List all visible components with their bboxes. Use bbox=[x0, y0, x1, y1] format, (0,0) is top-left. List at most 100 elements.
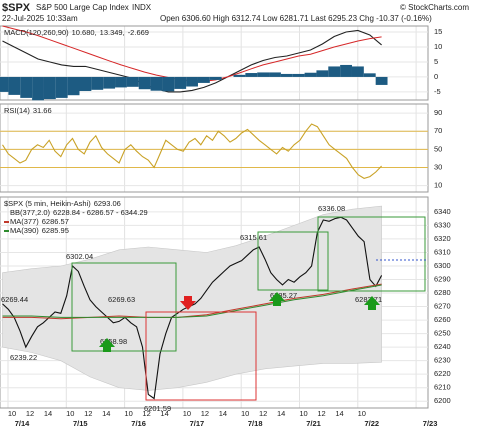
y-tick-label: 6330 bbox=[434, 220, 451, 229]
histogram-bar bbox=[363, 73, 376, 77]
price-annotation: 6269.44 bbox=[1, 295, 28, 304]
y-tick-label: 6240 bbox=[434, 342, 451, 351]
y-tick-label: 5 bbox=[434, 57, 438, 66]
histogram-bar bbox=[0, 76, 9, 92]
histogram-bar bbox=[375, 76, 388, 85]
x-date-label: 7/23 bbox=[423, 419, 438, 428]
histogram-bar bbox=[8, 76, 21, 95]
legend-value: 6285.95 bbox=[42, 226, 69, 235]
panel-frame bbox=[0, 25, 429, 101]
histogram-bar bbox=[233, 74, 246, 77]
annotation-shapes bbox=[71, 216, 428, 401]
histogram-bar bbox=[186, 76, 198, 87]
series-line bbox=[2, 29, 382, 93]
histogram-bar bbox=[304, 72, 317, 77]
price-annotation: 6258.98 bbox=[100, 337, 127, 346]
x-date-label: 7/15 bbox=[73, 419, 88, 428]
series-line bbox=[2, 283, 382, 320]
x-date-label: 7/16 bbox=[131, 419, 146, 428]
x-tick-label: 12 bbox=[317, 409, 325, 418]
histogram-bar bbox=[269, 72, 281, 77]
legend-label: MA(377) bbox=[10, 217, 39, 226]
price-annotation: 6302.04 bbox=[66, 252, 93, 261]
symbol: $SPX bbox=[2, 2, 31, 14]
x-date-label: 7/18 bbox=[248, 419, 263, 428]
panel-frame bbox=[0, 196, 429, 409]
x-tick-label: 14 bbox=[277, 409, 285, 418]
histogram-bar bbox=[115, 76, 127, 88]
histogram-bar bbox=[292, 73, 305, 77]
datetime: 22-Jul-2025 10:33am bbox=[2, 14, 78, 23]
histogram-bar bbox=[162, 76, 175, 92]
legend-value: 10.680, bbox=[72, 28, 97, 37]
box bbox=[317, 216, 426, 292]
legend-value: 6228.84 - 6286.57 - 6344.29 bbox=[53, 208, 148, 217]
y-tick-label: 6220 bbox=[434, 369, 451, 378]
histogram-bar bbox=[43, 76, 56, 100]
legend-value: 6286.57 bbox=[42, 217, 69, 226]
y-tick-label: 15 bbox=[434, 27, 442, 36]
histogram-bar bbox=[280, 73, 293, 77]
y-tick-label: 6280 bbox=[434, 288, 451, 297]
price-annotation: 6283.71 bbox=[355, 295, 382, 304]
quote: Open 6306.60 High 6312.74 Low 6281.71 La… bbox=[160, 14, 432, 23]
legend-label: MA(390) bbox=[10, 226, 39, 235]
y-tick-label: 50 bbox=[434, 144, 442, 153]
histogram-bar bbox=[103, 76, 116, 89]
histogram-bar bbox=[126, 76, 139, 87]
x-tick-label: 10 bbox=[124, 409, 132, 418]
exchange: INDX bbox=[132, 3, 152, 12]
legend-value: 13.349, bbox=[100, 28, 125, 37]
histogram-bar bbox=[328, 66, 341, 77]
series-line bbox=[2, 284, 382, 318]
histogram-bar bbox=[138, 76, 151, 90]
legend-value: 6293.06 bbox=[94, 199, 121, 208]
x-tick-label: 14 bbox=[102, 409, 110, 418]
legend-value: 31.66 bbox=[33, 106, 52, 115]
histogram-bar bbox=[316, 70, 329, 77]
histogram-bar bbox=[245, 73, 258, 77]
price-annotation: 6336.08 bbox=[318, 204, 345, 213]
x-tick-label: 12 bbox=[259, 409, 267, 418]
y-tick-label: 10 bbox=[434, 181, 442, 190]
y-tick-label: 6320 bbox=[434, 234, 451, 243]
histogram-bar bbox=[257, 72, 270, 77]
x-tick-label: 14 bbox=[335, 409, 343, 418]
y-tick-label: 90 bbox=[434, 108, 442, 117]
y-tick-label: 6340 bbox=[434, 207, 451, 216]
histogram-bar bbox=[55, 76, 68, 98]
panel-frame bbox=[0, 103, 429, 193]
legend-label: BB(377,2.0) bbox=[10, 208, 51, 217]
x-tick-label: 14 bbox=[219, 409, 227, 418]
x-tick-label: 12 bbox=[84, 409, 92, 418]
x-date-label: 7/14 bbox=[15, 419, 30, 428]
price-annotation: 6201.59 bbox=[144, 404, 171, 413]
x-tick-label: 12 bbox=[201, 409, 209, 418]
histogram-bar bbox=[209, 76, 222, 80]
histogram-bar bbox=[351, 66, 364, 77]
x-tick-label: 10 bbox=[8, 409, 16, 418]
credit: © StockCharts.com bbox=[400, 3, 469, 12]
series-line bbox=[2, 123, 382, 179]
histogram-bar bbox=[150, 76, 163, 91]
histogram-bar bbox=[174, 76, 187, 89]
histogram-bar bbox=[79, 76, 92, 92]
x-tick-label: 12 bbox=[26, 409, 34, 418]
histogram-bar bbox=[91, 76, 104, 90]
bollinger-band bbox=[2, 205, 382, 391]
y-tick-label: -5 bbox=[434, 87, 441, 96]
price-annotation: 6239.22 bbox=[10, 353, 37, 362]
histogram-bar bbox=[197, 76, 210, 83]
panels: 10 12 14 10 12 14 10 12 14 10 12 14 10 12 14 10 12 14 107/… bbox=[0, 25, 451, 428]
y-tick-label: 30 bbox=[434, 162, 442, 171]
histogram-bar bbox=[67, 76, 80, 96]
y-tick-label: 6260 bbox=[434, 315, 451, 324]
y-tick-label: 6200 bbox=[434, 396, 451, 405]
y-tick-label: 6290 bbox=[434, 274, 451, 283]
legend-label: MACD(120,260,90) bbox=[4, 28, 69, 37]
y-tick-label: 6270 bbox=[434, 302, 451, 311]
histogram-bar bbox=[340, 64, 352, 77]
x-date-label: 7/22 bbox=[364, 419, 379, 428]
x-tick-label: 10 bbox=[299, 409, 307, 418]
